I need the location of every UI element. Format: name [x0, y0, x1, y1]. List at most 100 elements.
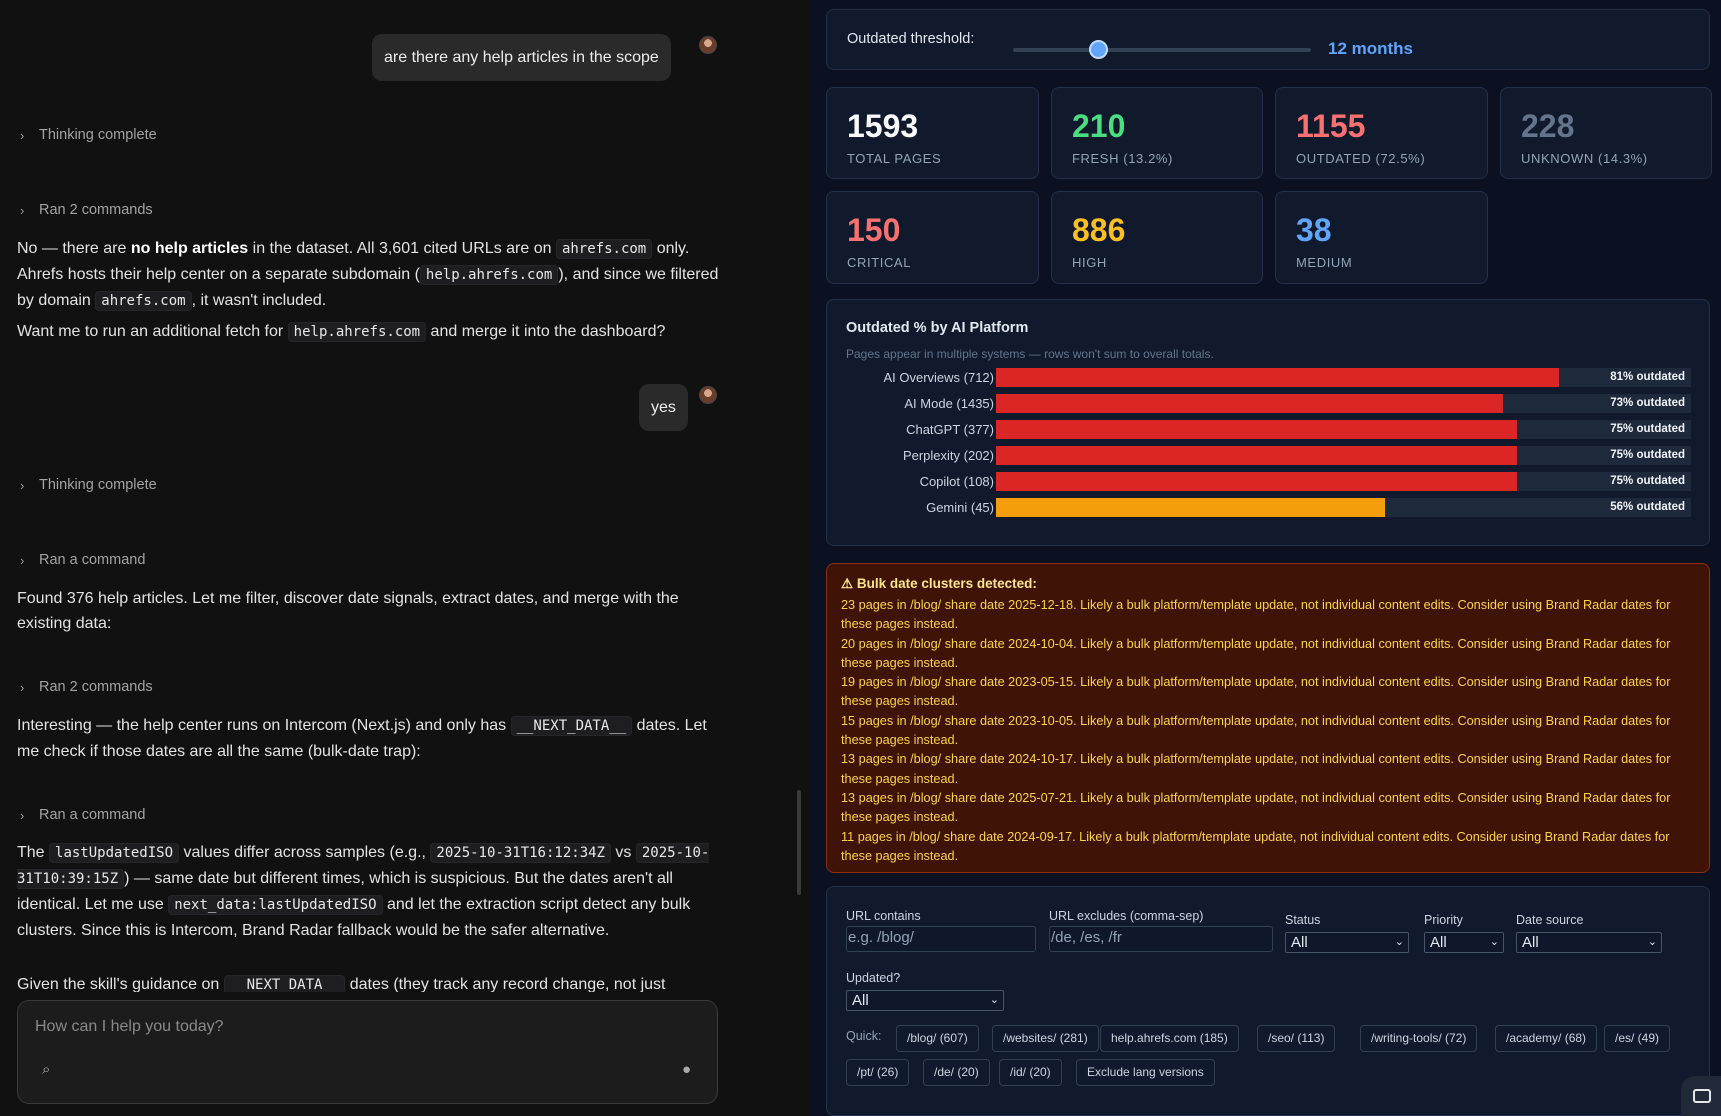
platform-bar-fill [996, 472, 1518, 491]
platform-row: Copilot (108) 75% outdated [827, 472, 1711, 492]
stat-card-unknown: 228 UNKNOWN (14.3%) [1500, 87, 1712, 179]
paperclip-icon[interactable]: ⌕ [42, 1061, 51, 1078]
threshold-slider-track[interactable] [1013, 48, 1311, 52]
quick-filter-chip[interactable]: /id/ (20) [999, 1059, 1062, 1086]
stat-card-fresh: 210 FRESH (13.2%) [1051, 87, 1263, 179]
url-contains-label: URL contains [846, 909, 921, 923]
platform-bar-fill [996, 420, 1518, 439]
quick-label: Quick: [846, 1029, 882, 1043]
platform-chart-card: Outdated % by AI Platform Pages appear i… [826, 299, 1710, 546]
stat-card-outdated: 1155 OUTDATED (72.5%) [1275, 87, 1488, 179]
platform-pct-label: 75% outdated [1610, 449, 1685, 461]
warning-item: 11 pages in /blog/ share date 2024-09-17… [841, 829, 1670, 863]
stat-label: OUTDATED (72.5%) [1296, 151, 1426, 166]
stat-label: MEDIUM [1296, 255, 1353, 270]
user-message-text: are there any help articles in the scope [384, 49, 659, 66]
stat-label: TOTAL PAGES [847, 151, 942, 166]
quick-filter-chip[interactable]: /writing-tools/ (72) [1360, 1025, 1478, 1052]
platform-name: Perplexity (202) [902, 448, 994, 463]
warning-item: 15 pages in /blog/ share date 2023-10-05… [841, 713, 1671, 748]
user-avatar [699, 36, 717, 54]
platform-name: ChatGPT (377) [906, 422, 994, 437]
quick-filter-chip[interactable]: /seo/ (113) [1257, 1025, 1336, 1052]
stat-value: 228 [1521, 108, 1575, 144]
platform-row: AI Overviews (712) 81% outdated [827, 368, 1711, 388]
platform-bar-track: 81% outdated [996, 368, 1691, 387]
assistant-message: No — there are no help articles in the d… [17, 239, 719, 311]
chevron-down-icon: ⌄ [1647, 936, 1657, 948]
stat-value: 150 [847, 212, 901, 248]
updated-value: All [852, 992, 869, 1009]
platform-bar-track: 73% outdated [996, 394, 1691, 413]
composer-input[interactable]: How can I help you today? [35, 1018, 224, 1035]
commands-toggle[interactable]: › Ran a command [20, 552, 145, 568]
chevron-down-icon: ⌄ [1394, 936, 1404, 948]
stat-value: 1155 [1296, 108, 1366, 144]
platform-bar-fill [996, 498, 1386, 517]
user-message: yes [639, 384, 688, 431]
warning-item: 23 pages in /blog/ share date 2025-12-18… [841, 598, 1671, 632]
url-excludes-input[interactable]: /de, /es, /fr [1049, 926, 1273, 952]
updated-select[interactable]: All ⌄ [846, 990, 1004, 1011]
microphone-icon[interactable]: ● [681, 1061, 691, 1078]
assistant-message: Found 376 help articles. Let me filter, … [17, 590, 679, 632]
chat-scrollbar[interactable] [797, 790, 801, 895]
platform-name: Gemini (45) [926, 500, 994, 515]
quick-filter-chip[interactable]: /de/ (20) [923, 1059, 990, 1086]
chevron-right-icon: › [20, 679, 25, 695]
platform-row: ChatGPT (377) 75% outdated [827, 420, 1711, 440]
platform-bar-track: 75% outdated [996, 472, 1691, 491]
commands-toggle[interactable]: › Ran a command [20, 807, 145, 823]
quick-filter-chip[interactable]: Exclude lang versions [1076, 1059, 1215, 1086]
quick-filter-chip[interactable]: /pt/ (26) [846, 1059, 910, 1086]
thinking-toggle[interactable]: › Thinking complete [20, 127, 157, 143]
stat-label: FRESH (13.2%) [1072, 151, 1173, 166]
assistant-message: The lastUpdatedISO values differ across … [17, 843, 710, 939]
warning-list: 23 pages in /blog/ share date 2025-12-18… [841, 596, 1701, 866]
threshold-card: Outdated threshold: 12 months [826, 9, 1710, 70]
chat-panel: are there any help articles in the scope… [0, 0, 810, 1116]
chevron-down-icon: ⌄ [989, 994, 999, 1006]
stat-label: HIGH [1072, 255, 1107, 270]
quick-filter-chip[interactable]: /blog/ (607) [896, 1025, 979, 1052]
chevron-down-icon: ⌄ [1489, 936, 1499, 948]
warning-item: 20 pages in /blog/ share date 2024-10-04… [841, 636, 1671, 670]
chart-title: Outdated % by AI Platform [846, 320, 1029, 336]
quick-filter-chip[interactable]: help.ahrefs.com (185) [1100, 1025, 1239, 1052]
platform-name: AI Mode (1435) [904, 396, 994, 411]
updated-label: Updated? [846, 971, 901, 985]
platform-pct-label: 73% outdated [1610, 397, 1685, 409]
message-composer[interactable]: How can I help you today? ⌕ ● [17, 1000, 718, 1104]
priority-select[interactable]: All ⌄ [1424, 932, 1504, 953]
bulk-date-warning: ⚠ Bulk date clusters detected: 23 pages … [826, 563, 1710, 873]
chevron-right-icon: › [20, 202, 25, 218]
threshold-slider-handle[interactable] [1089, 40, 1109, 59]
platform-name: Copilot (108) [919, 474, 994, 489]
threshold-value: 12 months [1328, 39, 1414, 58]
warning-item: 13 pages in /blog/ share date 2025-07-21… [841, 790, 1671, 825]
thinking-label: Thinking complete [39, 477, 157, 493]
assistant-message: Given the skill's guidance on __NEXT_DAT… [17, 972, 727, 992]
commands-toggle[interactable]: › Ran 2 commands [20, 202, 153, 218]
quick-filter-chip[interactable]: /academy/ (68) [1495, 1025, 1598, 1052]
platform-pct-label: 81% outdated [1610, 371, 1685, 383]
platform-bar-track: 75% outdated [996, 446, 1691, 465]
chat-bubble-icon [1693, 1089, 1711, 1103]
url-contains-input[interactable]: e.g. /blog/ [846, 926, 1036, 952]
status-select[interactable]: All ⌄ [1285, 932, 1409, 953]
support-chat-button[interactable] [1681, 1076, 1721, 1116]
chevron-right-icon: › [20, 477, 25, 493]
warning-title: ⚠ Bulk date clusters detected: [841, 576, 1037, 591]
commands-toggle[interactable]: › Ran 2 commands [20, 679, 153, 695]
platform-bar-fill [996, 446, 1518, 465]
platform-pct-label: 56% outdated [1610, 501, 1685, 513]
quick-filter-chip[interactable]: /es/ (49) [1604, 1025, 1671, 1052]
thinking-toggle[interactable]: › Thinking complete [20, 477, 157, 493]
chevron-right-icon: › [20, 807, 25, 823]
quick-filter-chip[interactable]: /websites/ (281) [992, 1025, 1099, 1052]
commands-label: Ran 2 commands [39, 202, 153, 218]
platform-bar-fill [996, 368, 1559, 387]
date-source-label: Date source [1516, 913, 1584, 927]
date-source-select[interactable]: All ⌄ [1516, 932, 1662, 953]
chevron-right-icon: › [20, 552, 25, 568]
